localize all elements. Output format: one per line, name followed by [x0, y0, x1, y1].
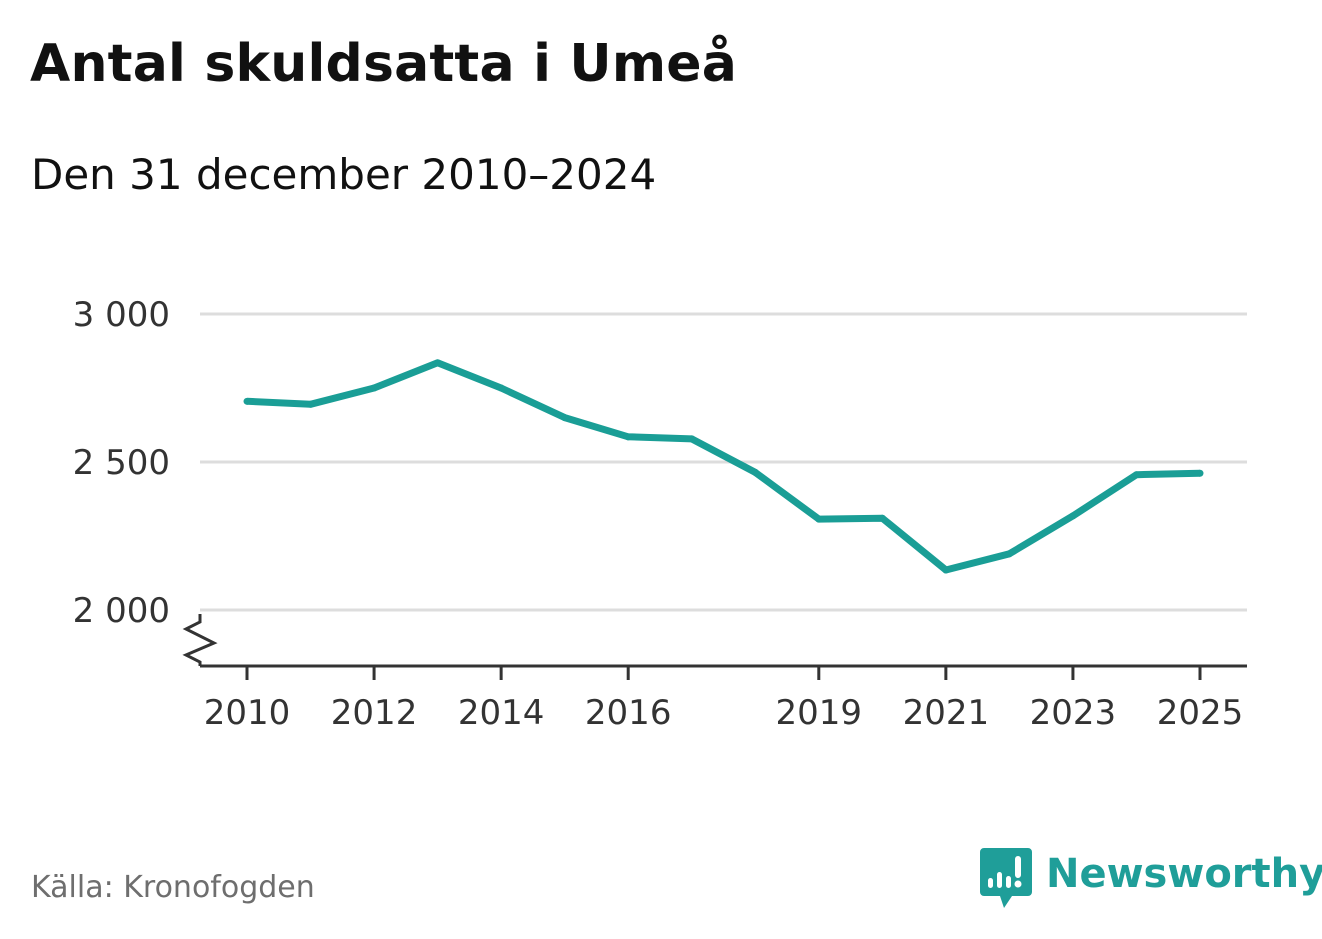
chart-subtitle: Den 31 december 2010–2024 [31, 150, 657, 199]
data-point-2013 [434, 359, 442, 367]
gridlines [200, 312, 1247, 612]
x-tick-label-2010: 2010 [204, 693, 291, 733]
data-point-2018 [751, 468, 759, 476]
data-point-2022 [1005, 550, 1013, 558]
brand-name: Newsworthy [1046, 851, 1322, 897]
series-layer [243, 359, 1204, 574]
x-tick-label-2014: 2014 [458, 693, 545, 733]
x-tick-label-2016: 2016 [585, 693, 672, 733]
data-point-2011 [307, 400, 315, 408]
data-point-2015 [561, 414, 569, 422]
data-point-2020 [878, 514, 886, 522]
data-point-2017 [688, 435, 696, 443]
data-point-2014 [497, 384, 505, 392]
x-axis [182, 614, 1247, 680]
series-line-0 [246, 359, 1201, 574]
data-point-2025 [1196, 469, 1204, 477]
data-point-2021 [942, 566, 950, 574]
chart-title: Antal skuldsatta i Umeå [30, 34, 737, 94]
data-point-2019 [815, 515, 823, 523]
x-axis-labels: 2010 2012 2014 2016 2019 2021 2023 2025 [204, 693, 1244, 733]
y-tick-label-2500: 2 500 [73, 443, 170, 483]
axis-break-icon [182, 614, 218, 666]
y-tick-label-2000: 2 000 [73, 591, 170, 631]
y-axis-labels: 2 000 2 500 3 000 [73, 295, 170, 631]
data-point-2010 [243, 397, 251, 405]
newsworthy-logo: Newsworthy [980, 848, 1322, 910]
x-tick-label-2025: 2025 [1157, 693, 1244, 733]
x-tick-label-2021: 2021 [903, 693, 990, 733]
data-point-2023 [1069, 512, 1077, 520]
source-note: Källa: Kronofogden [31, 870, 315, 905]
x-tick-label-2023: 2023 [1030, 693, 1117, 733]
data-point-2012 [370, 384, 378, 392]
x-tick-label-2012: 2012 [331, 693, 418, 733]
y-tick-label-3000: 3 000 [73, 295, 170, 335]
data-point-2024 [1132, 471, 1140, 479]
data-point-2016 [624, 433, 632, 441]
bar-chart-speech-bubble-icon [980, 848, 1032, 908]
x-tick-label-2019: 2019 [776, 693, 863, 733]
